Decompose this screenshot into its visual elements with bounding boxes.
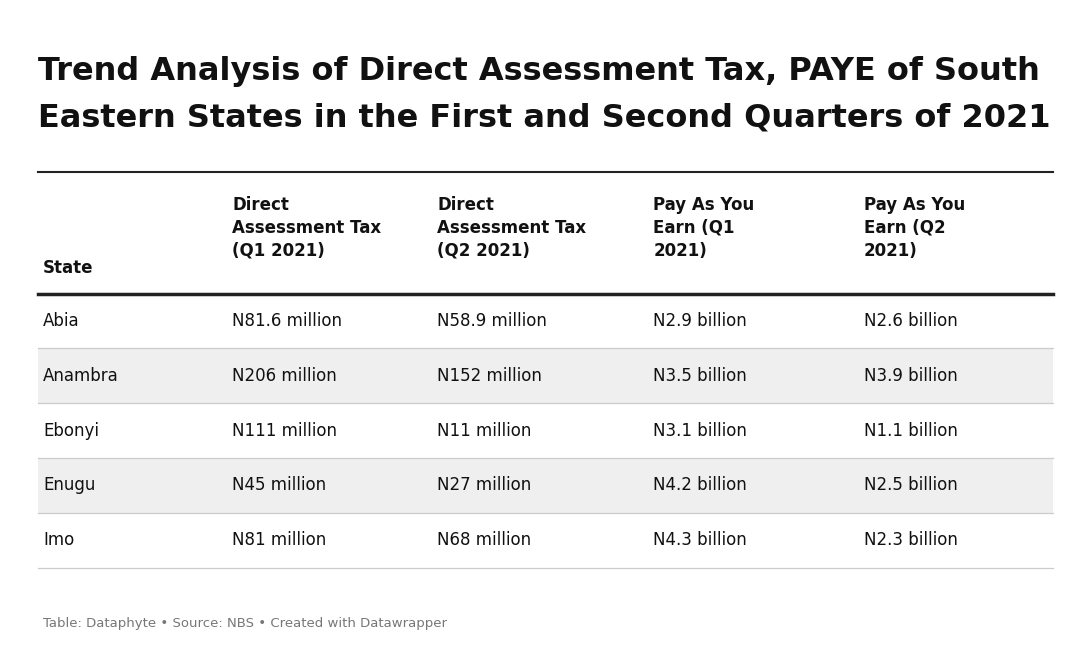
Text: N27 million: N27 million	[437, 477, 531, 494]
Text: N2.9 billion: N2.9 billion	[653, 312, 747, 330]
Text: N1.1 billion: N1.1 billion	[864, 422, 958, 440]
Text: Enugu: Enugu	[43, 477, 95, 494]
Text: N4.2 billion: N4.2 billion	[653, 477, 747, 494]
Text: N58.9 million: N58.9 million	[437, 312, 548, 330]
Text: State: State	[43, 259, 94, 277]
Text: N81 million: N81 million	[232, 531, 326, 549]
Text: N11 million: N11 million	[437, 422, 531, 440]
Text: N206 million: N206 million	[232, 367, 337, 385]
Text: Trend Analysis of Direct Assessment Tax, PAYE of South: Trend Analysis of Direct Assessment Tax,…	[38, 56, 1040, 87]
Text: Table: Dataphyte • Source: NBS • Created with Datawrapper: Table: Dataphyte • Source: NBS • Created…	[43, 617, 447, 630]
Text: N2.3 billion: N2.3 billion	[864, 531, 958, 549]
Text: Anambra: Anambra	[43, 367, 119, 385]
Text: Direct
Assessment Tax
(Q1 2021): Direct Assessment Tax (Q1 2021)	[232, 196, 381, 259]
Text: Ebonyi: Ebonyi	[43, 422, 99, 440]
Text: N2.5 billion: N2.5 billion	[864, 477, 958, 494]
Text: Abia: Abia	[43, 312, 80, 330]
Text: Direct
Assessment Tax
(Q2 2021): Direct Assessment Tax (Q2 2021)	[437, 196, 586, 259]
Text: Imo: Imo	[43, 531, 75, 549]
Text: Pay As You
Earn (Q2
2021): Pay As You Earn (Q2 2021)	[864, 196, 966, 259]
Text: N3.9 billion: N3.9 billion	[864, 367, 958, 385]
Text: Eastern States in the First and Second Quarters of 2021: Eastern States in the First and Second Q…	[38, 102, 1051, 133]
Text: N111 million: N111 million	[232, 422, 337, 440]
Text: N2.6 billion: N2.6 billion	[864, 312, 958, 330]
Text: N68 million: N68 million	[437, 531, 531, 549]
Text: Pay As You
Earn (Q1
2021): Pay As You Earn (Q1 2021)	[653, 196, 755, 259]
Text: N81.6 million: N81.6 million	[232, 312, 342, 330]
Text: N152 million: N152 million	[437, 367, 542, 385]
Text: N3.5 billion: N3.5 billion	[653, 367, 747, 385]
Text: N4.3 billion: N4.3 billion	[653, 531, 747, 549]
Text: N45 million: N45 million	[232, 477, 326, 494]
Text: N3.1 billion: N3.1 billion	[653, 422, 747, 440]
